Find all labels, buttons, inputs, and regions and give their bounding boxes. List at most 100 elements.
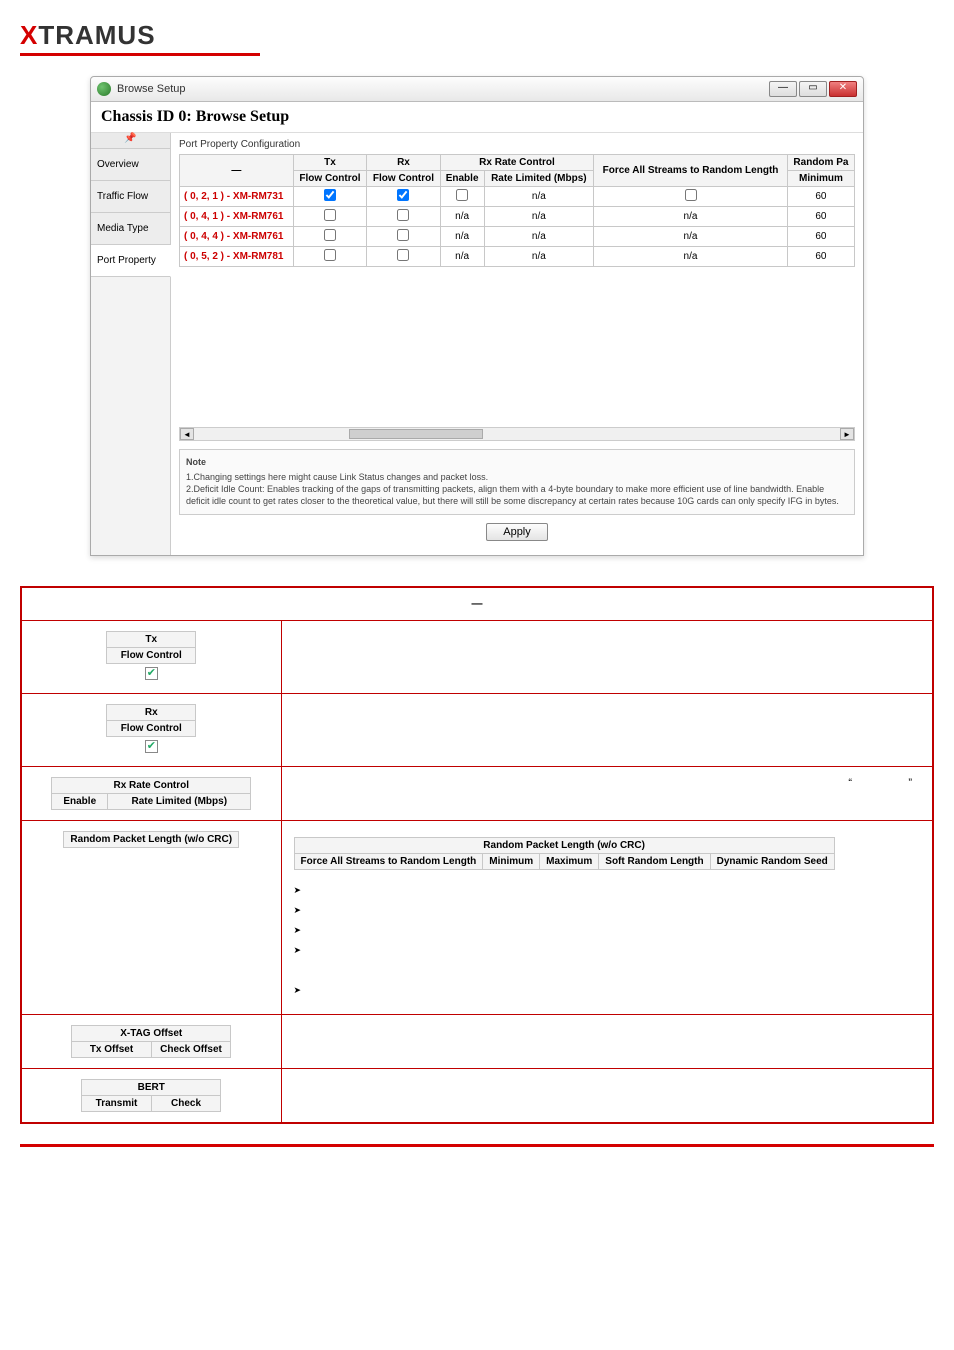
col-force-all: Force All Streams to Random Length <box>594 155 788 187</box>
def-rx-rate-left: Rx Rate Control Enable Rate Limited (Mbp… <box>21 766 281 820</box>
def-rx-flow-left: Rx Flow Control <box>21 693 281 766</box>
tab-traffic-flow[interactable]: Traffic Flow <box>91 181 170 213</box>
logo-rest: TRAMUS <box>38 20 155 50</box>
rx-flow-def-checkbox <box>145 740 158 753</box>
pane-label: Port Property Configuration <box>179 139 855 150</box>
bert-title: BERT <box>82 1080 220 1095</box>
rpl-col-min: Minimum <box>483 853 540 869</box>
window-title: Browse Setup <box>117 83 763 95</box>
rpl-col-soft: Soft Random Length <box>599 853 710 869</box>
logo-underline <box>20 53 260 56</box>
main-pane: Port Property Configuration — Tx Rx Rx R… <box>171 133 863 555</box>
enable-na: n/a <box>440 227 484 247</box>
tab-overview[interactable]: Overview <box>91 149 170 181</box>
tab-media-type[interactable]: Media Type <box>91 213 170 245</box>
def-rx-rate-right: “ ” <box>281 766 933 820</box>
tx-label: Tx <box>107 632 195 647</box>
chassis-title: Chassis ID 0: Browse Setup <box>91 102 863 133</box>
table-row: ( 0, 2, 1 ) - XM-RM731 n/a 60 <box>180 187 855 207</box>
enable-na: n/a <box>440 247 484 267</box>
tx-flow-def-checkbox <box>145 667 158 680</box>
apply-button[interactable]: Apply <box>486 523 548 541</box>
browse-setup-window: Browse Setup — ▭ ✕ Chassis ID 0: Browse … <box>90 76 864 556</box>
rx-flow-checkbox[interactable] <box>397 189 409 201</box>
min-cell: 60 <box>787 207 854 227</box>
tx-flow-checkbox[interactable] <box>324 189 336 201</box>
table-row: ( 0, 4, 4 ) - XM-RM761 n/a n/a n/a 60 <box>180 227 855 247</box>
note-box: Note 1.Changing settings here might caus… <box>179 449 855 515</box>
rpl-bullets <box>294 880 921 960</box>
horizontal-scrollbar[interactable]: ◄ ► <box>179 427 855 441</box>
def-tx-flow-left: Tx Flow Control <box>21 620 281 693</box>
xtag-check-offset: Check Offset <box>151 1042 231 1057</box>
col-rx-flow: Flow Control <box>367 171 441 187</box>
xtag-title: X-TAG Offset <box>72 1026 230 1041</box>
enable-na: n/a <box>440 207 484 227</box>
rpl-col-force: Force All Streams to Random Length <box>294 853 483 869</box>
rpl-left-header: Random Packet Length (w/o CRC) <box>63 831 239 848</box>
rx-label: Rx <box>107 705 195 720</box>
rx-rate-title: Rx Rate Control <box>52 778 250 793</box>
xtag-tx-offset: Tx Offset <box>72 1042 151 1057</box>
side-tabs: 📌 Overview Traffic Flow Media Type Port … <box>91 133 171 555</box>
tx-flow-checkbox[interactable] <box>324 229 336 241</box>
force-all-checkbox[interactable] <box>685 189 697 201</box>
col-name: — <box>180 155 294 187</box>
def-xtag-left: X-TAG Offset Tx Offset Check Offset <box>21 1014 281 1068</box>
rpl-col-seed: Dynamic Random Seed <box>710 853 834 869</box>
rpl-bullet <box>294 980 921 1000</box>
col-minimum: Minimum <box>787 171 854 187</box>
pin-icon[interactable]: 📌 <box>91 133 170 149</box>
force-na: n/a <box>594 227 788 247</box>
rx-flow-checkbox[interactable] <box>397 249 409 261</box>
def-rx-flow-right <box>281 693 933 766</box>
rpl-header-table: Random Packet Length (w/o CRC) Force All… <box>294 837 835 870</box>
titlebar: Browse Setup — ▭ ✕ <box>91 77 863 102</box>
def-bert-left: BERT Transmit Check <box>21 1068 281 1123</box>
rx-flow-checkbox[interactable] <box>397 209 409 221</box>
min-cell: 60 <box>787 187 854 207</box>
rate-cell: n/a <box>484 207 594 227</box>
port-name: ( 0, 5, 2 ) - XM-RM781 <box>180 247 294 267</box>
def-bert-right <box>281 1068 933 1123</box>
tx-flow-checkbox[interactable] <box>324 209 336 221</box>
rx-rate-limited: Rate Limited (Mbps) <box>107 794 250 809</box>
bert-check: Check <box>151 1096 221 1111</box>
scroll-thumb[interactable] <box>349 429 484 439</box>
port-name: ( 0, 4, 1 ) - XM-RM761 <box>180 207 294 227</box>
def-rpl-right: Random Packet Length (w/o CRC) Force All… <box>281 820 933 1014</box>
scroll-right-icon[interactable]: ► <box>840 428 854 440</box>
note-line-1: 1.Changing settings here might cause Lin… <box>186 471 848 483</box>
tx-flow-checkbox[interactable] <box>324 249 336 261</box>
definitions-table: — Tx Flow Control Rx Flow Control <box>20 586 934 1124</box>
rate-cell: n/a <box>484 187 594 207</box>
force-na: n/a <box>594 207 788 227</box>
maximize-button[interactable]: ▭ <box>799 81 827 97</box>
flow-control-label: Flow Control <box>107 720 195 736</box>
scroll-left-icon[interactable]: ◄ <box>180 428 194 440</box>
logo: XTRAMUS <box>20 20 934 56</box>
def-rpl-left: Random Packet Length (w/o CRC) <box>21 820 281 1014</box>
enable-checkbox[interactable] <box>456 189 468 201</box>
rpl-col-max: Maximum <box>540 853 599 869</box>
rpl-bullet <box>294 880 921 900</box>
bert-transmit: Transmit <box>82 1096 151 1111</box>
port-name: ( 0, 4, 4 ) - XM-RM761 <box>180 227 294 247</box>
min-cell: 60 <box>787 247 854 267</box>
rpl-bullets-2 <box>294 980 921 1000</box>
col-rate-limited: Rate Limited (Mbps) <box>484 171 594 187</box>
rx-rate-enable: Enable <box>52 794 107 809</box>
rpl-group-header: Random Packet Length (w/o CRC) <box>294 837 834 853</box>
min-cell: 60 <box>787 227 854 247</box>
rx-flow-checkbox[interactable] <box>397 229 409 241</box>
close-button[interactable]: ✕ <box>829 81 857 97</box>
rpl-bullet <box>294 940 921 960</box>
note-line-2: 2.Deficit Idle Count: Enables tracking o… <box>186 483 848 507</box>
tab-port-property[interactable]: Port Property <box>91 245 171 277</box>
note-title: Note <box>186 456 848 468</box>
force-na: n/a <box>594 247 788 267</box>
def-xtag-right <box>281 1014 933 1068</box>
quote-close: ” <box>908 777 912 789</box>
minimize-button[interactable]: — <box>769 81 797 97</box>
def-tx-flow-right <box>281 620 933 693</box>
